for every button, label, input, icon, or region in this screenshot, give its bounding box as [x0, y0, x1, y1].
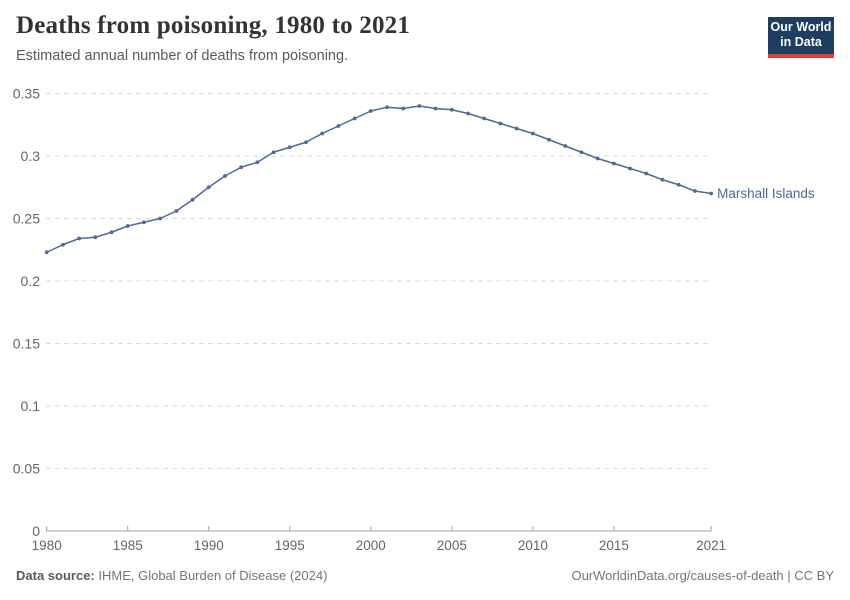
chart-footer: Data source: IHME, Global Burden of Dise… [16, 568, 834, 583]
data-point-marker [352, 116, 357, 121]
data-point-marker [644, 171, 649, 176]
data-point-marker [709, 191, 714, 196]
data-source-value: IHME, Global Burden of Disease (2024) [94, 568, 328, 583]
data-point-marker [239, 165, 244, 170]
data-point-marker [206, 185, 211, 190]
data-point-marker [109, 230, 114, 235]
data-point-marker [174, 209, 179, 213]
data-point-marker [693, 189, 697, 193]
x-tick-label: 1995 [275, 538, 305, 553]
data-point-marker [44, 250, 49, 255]
data-point-marker [611, 161, 616, 166]
owid-logo-red-bar [768, 54, 834, 58]
owid-logo-box: Our World in Data [768, 17, 834, 54]
data-point-marker [466, 111, 470, 116]
series-line [46, 105, 712, 253]
data-point-marker [255, 160, 260, 165]
data-point-marker [449, 107, 454, 112]
owid-logo[interactable]: Our World in Data [768, 17, 834, 58]
data-point-marker [595, 156, 600, 161]
data-point-marker [547, 137, 551, 142]
data-point-marker [498, 121, 503, 126]
x-tick-label: 2000 [356, 538, 386, 553]
data-point-marker [482, 116, 487, 121]
y-tick-label: 0.15 [13, 336, 40, 352]
x-tick-label: 1990 [194, 538, 224, 553]
data-source-label: Data source: [16, 568, 95, 583]
data-point-marker [271, 150, 276, 155]
data-point-marker [628, 166, 632, 171]
data-point-marker [676, 182, 681, 187]
data-point-marker [93, 235, 98, 240]
x-tick-label: 2010 [518, 538, 548, 553]
data-source-note: Data source: IHME, Global Burden of Dise… [16, 568, 327, 583]
data-point-marker [385, 105, 389, 110]
data-point-marker [287, 145, 292, 150]
data-point-marker [320, 131, 325, 136]
license-link[interactable]: OurWorldinData.org/causes-of-death | CC … [571, 568, 834, 583]
y-tick-label: 0.05 [13, 461, 40, 477]
y-tick-label: 0.3 [21, 148, 41, 164]
x-tick-label: 2021 [696, 538, 726, 553]
x-tick-label: 2015 [599, 538, 629, 553]
y-tick-label: 0.25 [13, 211, 40, 227]
x-tick-label: 1985 [113, 538, 143, 553]
data-point-marker [433, 106, 438, 111]
data-point-marker [190, 197, 195, 202]
x-tick-label: 2005 [437, 538, 467, 553]
series-end-label: Marshall Islands [717, 186, 815, 201]
data-point-marker [61, 242, 65, 247]
x-tick-label: 1980 [32, 538, 62, 553]
y-tick-label: 0 [32, 523, 40, 539]
y-tick-label: 0.2 [21, 273, 41, 289]
chart-subtitle: Estimated annual number of deaths from p… [16, 48, 349, 64]
data-point-marker [401, 106, 406, 111]
data-point-marker [142, 220, 146, 225]
data-point-marker [417, 104, 422, 108]
y-tick-label: 0.1 [21, 398, 41, 414]
data-point-marker [158, 216, 163, 221]
data-point-marker [660, 177, 665, 182]
data-point-marker [514, 126, 519, 131]
chart-title: Deaths from poisoning, 1980 to 2021 [16, 12, 411, 39]
data-point-marker [563, 144, 568, 148]
data-point-marker [579, 150, 584, 155]
owid-logo-line2: in Data [780, 35, 822, 49]
owid-logo-line1: Our World [770, 20, 832, 34]
data-point-marker [125, 224, 130, 228]
data-point-marker [304, 140, 308, 145]
data-point-marker [530, 131, 535, 136]
data-point-marker [77, 236, 82, 241]
data-point-marker [368, 109, 373, 113]
y-tick-label: 0.35 [13, 86, 40, 102]
data-point-marker [336, 124, 341, 128]
data-point-marker [223, 174, 227, 178]
